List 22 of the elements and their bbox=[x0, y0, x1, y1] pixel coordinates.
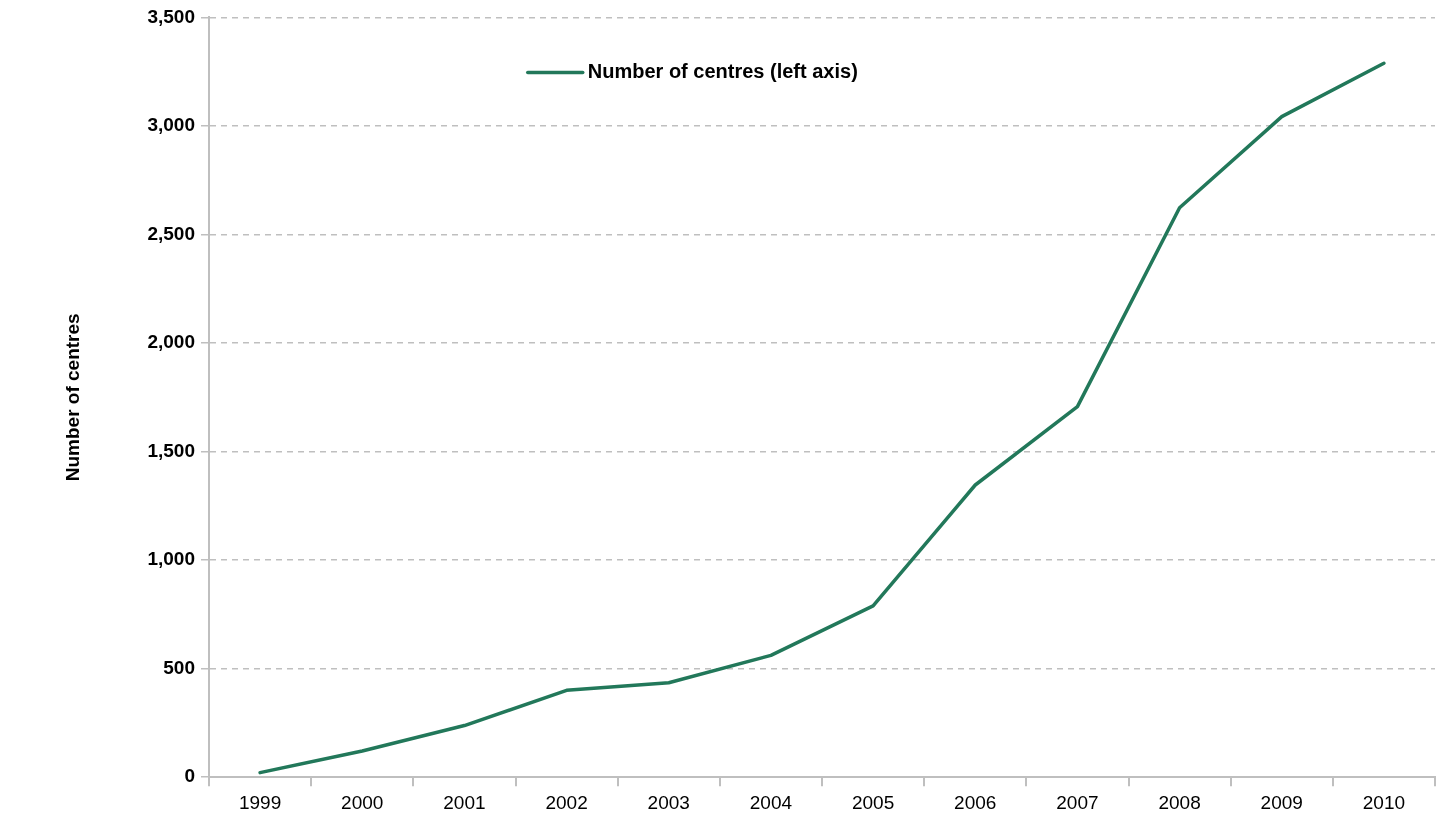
y-tick-label: 3,500 bbox=[147, 5, 195, 27]
legend-label: Number of centres (left axis) bbox=[587, 59, 858, 82]
x-tick-label: 2000 bbox=[341, 791, 384, 813]
y-tick-label: 2,000 bbox=[147, 331, 195, 353]
y-tick-label: 0 bbox=[184, 765, 195, 787]
x-tick-label: 2006 bbox=[954, 791, 997, 813]
y-tick-label: 500 bbox=[163, 656, 195, 678]
x-tick-label: 2005 bbox=[851, 791, 895, 813]
y-tick-label: 3,000 bbox=[147, 114, 195, 136]
y-tick-label: 2,500 bbox=[147, 222, 195, 244]
x-tick-label: 2009 bbox=[1260, 791, 1303, 813]
x-tick-label: 2004 bbox=[749, 791, 793, 813]
y-axis-title: Number of centres bbox=[61, 313, 83, 482]
x-tick-label: 2008 bbox=[1158, 791, 1201, 813]
x-tick-label: 2001 bbox=[443, 791, 486, 813]
x-tick-label: 2002 bbox=[545, 791, 588, 813]
y-tick-label: 1,000 bbox=[147, 548, 195, 570]
x-tick-label: 2007 bbox=[1056, 791, 1099, 813]
y-tick-label: 1,500 bbox=[147, 439, 195, 461]
x-tick-label: 1999 bbox=[238, 791, 282, 813]
x-tick-label: 2003 bbox=[647, 791, 690, 813]
x-tick-label: 2010 bbox=[1362, 791, 1406, 813]
